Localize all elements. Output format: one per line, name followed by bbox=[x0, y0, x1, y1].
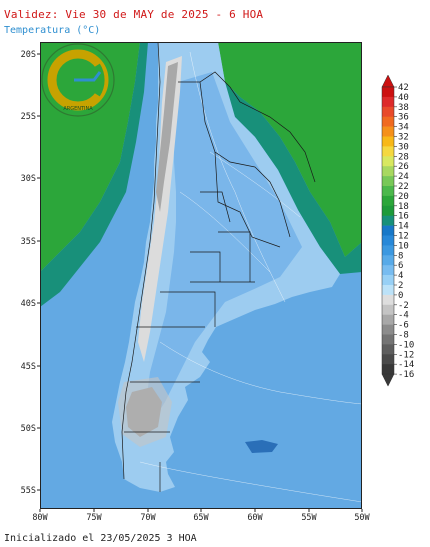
pacific-transition bbox=[40, 42, 148, 307]
colorbar-swatch bbox=[382, 87, 394, 98]
colorbar-arrow-bottom bbox=[381, 373, 395, 387]
colorbar-label: 10 bbox=[398, 241, 409, 251]
colorbar-swatch bbox=[382, 255, 394, 266]
colorbar-swatch bbox=[382, 324, 394, 335]
colorbar-label: 28 bbox=[398, 152, 409, 162]
colorbar-label: -12 bbox=[398, 350, 414, 360]
lon-label: 50W bbox=[354, 513, 370, 523]
falkland-islands bbox=[245, 440, 278, 453]
political-borders bbox=[121, 42, 316, 492]
isotherm-lines bbox=[139, 51, 362, 503]
colorbar-swatch bbox=[382, 186, 394, 197]
smn-logo: ARGENTINA bbox=[41, 43, 115, 117]
longitude-labels: 80W 75W 70W 65W 60W 55W 50W bbox=[32, 509, 371, 523]
colorbar-label: 32 bbox=[398, 133, 409, 143]
lon-label: 60W bbox=[247, 513, 263, 523]
atlantic-warm-zone bbox=[218, 42, 362, 257]
colorbar-label: 2 bbox=[398, 281, 403, 291]
colorbar-swatch bbox=[382, 116, 394, 127]
colorbar-swatch bbox=[382, 285, 394, 296]
variable-subtitle: Temperatura (°C) bbox=[4, 25, 101, 36]
lat-label: 40S bbox=[21, 299, 36, 309]
lon-label: 75W bbox=[86, 513, 102, 523]
colorbar-swatch bbox=[382, 265, 394, 276]
colorbar-label: 26 bbox=[398, 162, 409, 172]
colorbar-swatch bbox=[382, 245, 394, 256]
colorbar-arrow-top bbox=[381, 74, 395, 88]
colorbar-label: 40 bbox=[398, 93, 409, 103]
colorbar-label: 34 bbox=[398, 123, 409, 133]
colorbar-label: -16 bbox=[398, 370, 414, 380]
colorbar-label: 14 bbox=[398, 222, 409, 232]
colorbar-label: 38 bbox=[398, 103, 409, 113]
colorbar-swatch bbox=[382, 334, 394, 345]
colorbar-label: 0 bbox=[398, 291, 403, 301]
initialization-text: Inicializado el 23/05/2025 3 HOA bbox=[4, 533, 197, 544]
lat-label: 25S bbox=[21, 112, 36, 122]
colorbar-swatch bbox=[382, 156, 394, 167]
colorbar-label: -4 bbox=[398, 311, 409, 321]
colorbar-label: 16 bbox=[398, 212, 409, 222]
colorbar-swatch bbox=[382, 195, 394, 207]
colorbar-label: 42 bbox=[398, 83, 409, 93]
colorbar-label: 22 bbox=[398, 182, 409, 192]
lon-label: 65W bbox=[193, 513, 209, 523]
lon-label: 55W bbox=[301, 513, 317, 523]
colorbar-swatch bbox=[382, 294, 394, 306]
lon-label: 70W bbox=[140, 513, 156, 523]
colorbar-label: 36 bbox=[398, 113, 409, 123]
lat-label: 20S bbox=[21, 50, 36, 60]
lat-label: 30S bbox=[21, 174, 36, 184]
colorbar-label: 20 bbox=[398, 192, 409, 202]
colorbar-swatch bbox=[382, 126, 394, 137]
colorbar-swatch bbox=[382, 364, 394, 375]
colorbar-label: -8 bbox=[398, 331, 409, 341]
lat-label: 50S bbox=[21, 424, 36, 434]
lon-label: 80W bbox=[32, 513, 48, 523]
colorbar-label: -10 bbox=[398, 340, 414, 350]
colorbar-label: 6 bbox=[398, 261, 403, 271]
colorbar-label: -14 bbox=[398, 360, 414, 370]
colorbar-swatch bbox=[382, 344, 394, 355]
colorbar-swatch bbox=[382, 146, 394, 157]
colorbar-label: -2 bbox=[398, 301, 409, 311]
colorbar-swatch bbox=[382, 96, 394, 108]
colorbar-swatch bbox=[382, 215, 394, 226]
colorbar-swatch bbox=[382, 354, 394, 365]
central-land-zone bbox=[146, 72, 302, 422]
lat-label: 45S bbox=[21, 362, 36, 372]
atlantic-teal-zone bbox=[220, 82, 362, 274]
colorbar-swatch bbox=[382, 205, 394, 216]
colorbar-label: 4 bbox=[398, 271, 403, 281]
colorbar-label: -6 bbox=[398, 321, 409, 331]
andes-cold-core bbox=[156, 62, 178, 212]
colorbar-swatch bbox=[382, 275, 394, 286]
colorbar-swatch bbox=[382, 235, 394, 246]
latitude-labels: 20S 25S 30S 35S 40S 45S 50S 55S bbox=[21, 50, 40, 496]
colorbar-swatch bbox=[382, 176, 394, 187]
colorbar-label: 12 bbox=[398, 232, 409, 242]
colorbar-label: 24 bbox=[398, 172, 409, 182]
temperature-map: ARGENTINA bbox=[40, 42, 362, 509]
patagonia-cold-ring bbox=[118, 377, 172, 447]
colorbar-label: 30 bbox=[398, 142, 409, 152]
lat-label: 35S bbox=[21, 237, 36, 247]
temperature-colorbar: 424038363432302826242220181614121086420-… bbox=[381, 74, 414, 387]
colorbar-swatch bbox=[382, 314, 394, 325]
colorbar-swatch bbox=[382, 106, 394, 117]
lat-label: 55S bbox=[21, 486, 36, 496]
logo-text: ARGENTINA bbox=[63, 106, 93, 112]
colorbar-swatch bbox=[382, 304, 394, 315]
colorbar-frame bbox=[381, 86, 395, 375]
map-frame bbox=[40, 42, 362, 509]
colorbar-swatch bbox=[382, 225, 394, 236]
colorbar-swatch bbox=[382, 166, 394, 177]
colorbar-swatch bbox=[382, 136, 394, 147]
colorbar-label: 8 bbox=[398, 251, 403, 261]
validity-title: Validez: Vie 30 de MAY de 2025 - 6 HOA bbox=[4, 8, 264, 21]
colorbar-label: 18 bbox=[398, 202, 409, 212]
